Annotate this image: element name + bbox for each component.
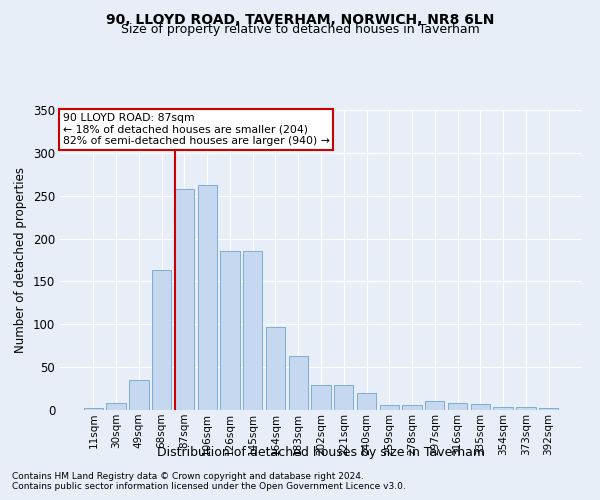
Bar <box>220 252 239 410</box>
Bar <box>84 408 103 410</box>
Bar <box>152 270 172 410</box>
Text: Size of property relative to detached houses in Taverham: Size of property relative to detached ho… <box>121 22 479 36</box>
Bar <box>539 408 558 410</box>
Bar <box>197 184 217 410</box>
Bar <box>403 405 422 410</box>
Text: Contains HM Land Registry data © Crown copyright and database right 2024.: Contains HM Land Registry data © Crown c… <box>12 472 364 481</box>
Bar <box>334 385 353 410</box>
Bar <box>380 405 399 410</box>
Bar <box>311 385 331 410</box>
Bar <box>106 403 126 410</box>
Bar <box>357 393 376 410</box>
Bar <box>448 403 467 410</box>
Bar <box>243 252 262 410</box>
Text: Contains public sector information licensed under the Open Government Licence v3: Contains public sector information licen… <box>12 482 406 491</box>
Bar <box>493 406 513 410</box>
Bar <box>425 402 445 410</box>
Text: 90, LLOYD ROAD, TAVERHAM, NORWICH, NR8 6LN: 90, LLOYD ROAD, TAVERHAM, NORWICH, NR8 6… <box>106 12 494 26</box>
Bar <box>266 327 285 410</box>
Bar <box>516 408 536 410</box>
Y-axis label: Number of detached properties: Number of detached properties <box>14 167 28 353</box>
Bar <box>470 404 490 410</box>
Bar <box>289 356 308 410</box>
Text: 90 LLOYD ROAD: 87sqm
← 18% of detached houses are smaller (204)
82% of semi-deta: 90 LLOYD ROAD: 87sqm ← 18% of detached h… <box>62 113 329 146</box>
Bar <box>129 380 149 410</box>
Text: Distribution of detached houses by size in Taverham: Distribution of detached houses by size … <box>157 446 485 459</box>
Bar <box>175 189 194 410</box>
